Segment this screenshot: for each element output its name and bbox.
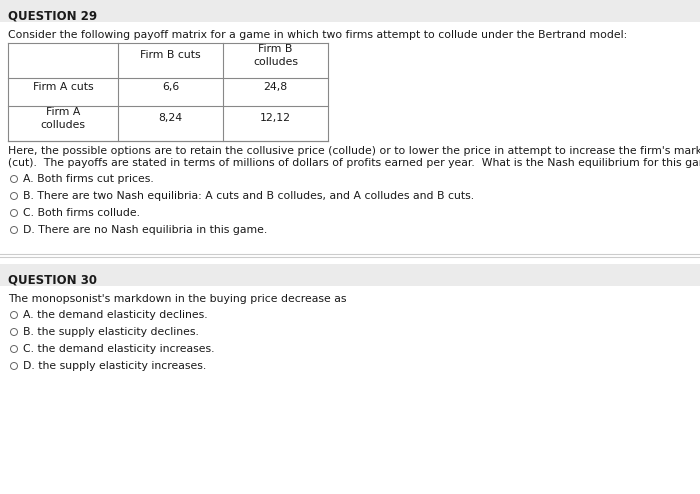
Text: A. the demand elasticity declines.: A. the demand elasticity declines.	[23, 310, 208, 320]
Text: QUESTION 29: QUESTION 29	[8, 9, 97, 23]
Text: D. the supply elasticity increases.: D. the supply elasticity increases.	[23, 361, 206, 371]
Text: C. the demand elasticity increases.: C. the demand elasticity increases.	[23, 344, 214, 354]
Text: (cut).  The payoffs are stated in terms of millions of dollars of profits earned: (cut). The payoffs are stated in terms o…	[8, 158, 700, 168]
Text: B. the supply elasticity declines.: B. the supply elasticity declines.	[23, 327, 199, 337]
Text: Firm A cuts: Firm A cuts	[33, 82, 93, 92]
Text: Firm A
colludes: Firm A colludes	[41, 107, 85, 130]
Text: QUESTION 30: QUESTION 30	[8, 274, 97, 287]
Text: A. Both firms cut prices.: A. Both firms cut prices.	[23, 174, 154, 184]
Text: 6,6: 6,6	[162, 82, 179, 92]
Text: Consider the following payoff matrix for a game in which two firms attempt to co: Consider the following payoff matrix for…	[8, 30, 627, 40]
Text: Firm B
colludes: Firm B colludes	[253, 44, 298, 67]
Text: D. There are no Nash equilibria in this game.: D. There are no Nash equilibria in this …	[23, 225, 267, 235]
Text: Here, the possible options are to retain the collusive price (collude) or to low: Here, the possible options are to retain…	[8, 146, 700, 156]
Text: Firm B cuts: Firm B cuts	[140, 50, 201, 60]
Text: C. Both firms collude.: C. Both firms collude.	[23, 208, 140, 218]
Text: 12,12: 12,12	[260, 114, 291, 124]
Text: 8,24: 8,24	[158, 114, 183, 124]
Text: 24,8: 24,8	[263, 82, 288, 92]
Text: The monopsonist's markdown in the buying price decrease as: The monopsonist's markdown in the buying…	[8, 294, 346, 304]
Text: B. There are two Nash equilibria: A cuts and B colludes, and A colludes and B cu: B. There are two Nash equilibria: A cuts…	[23, 191, 474, 201]
